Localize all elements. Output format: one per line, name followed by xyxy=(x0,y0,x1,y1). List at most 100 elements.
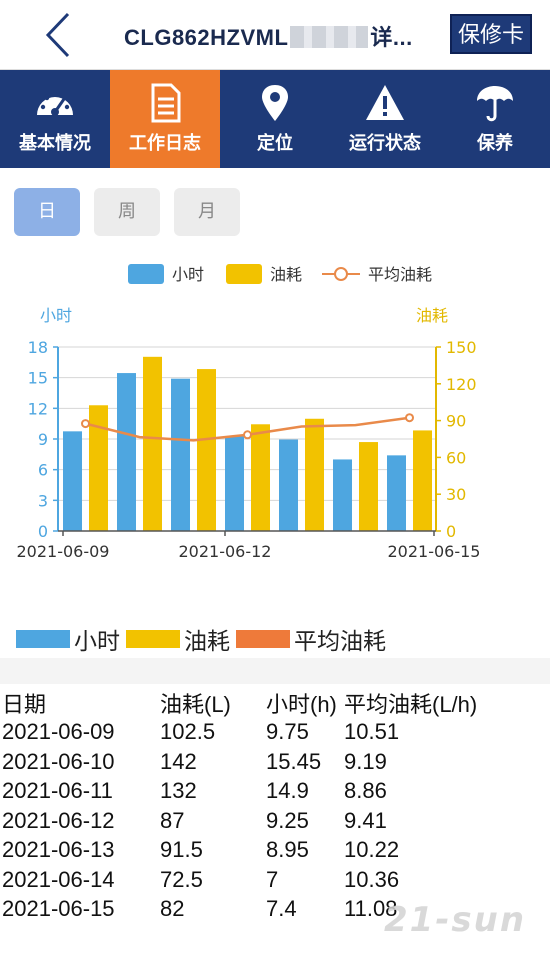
tab-label: 基本情况 xyxy=(19,133,91,154)
page-title: CLG862HZVML 详... xyxy=(124,20,413,52)
divider xyxy=(0,658,550,684)
right-tick-label: 0 xyxy=(446,522,456,541)
hours-bar xyxy=(279,439,298,531)
cell-fuel: 102.5 xyxy=(160,719,216,745)
data-table: 日期 油耗(L) 小时(h) 平均油耗(L/h) 2021-06-09 102.… xyxy=(0,688,550,924)
back-button[interactable] xyxy=(40,10,80,60)
table-row: 2021-06-13 91.5 8.95 10.22 xyxy=(0,836,550,866)
fuel-bar xyxy=(413,430,432,531)
period-week-button[interactable]: 周 xyxy=(94,188,160,236)
cell-avg: 10.36 xyxy=(344,866,400,892)
cell-hours: 8.95 xyxy=(266,837,309,863)
cell-date: 2021-06-09 xyxy=(2,719,115,745)
right-tick-label: 30 xyxy=(446,485,466,504)
dashboard-icon xyxy=(34,83,76,123)
cell-date: 2021-06-15 xyxy=(2,896,115,922)
warning-icon xyxy=(364,83,406,123)
legend-fuel-label: 油耗 xyxy=(270,265,302,284)
right-tick-label: 150 xyxy=(446,338,477,357)
cell-date: 2021-06-14 xyxy=(2,866,115,892)
cell-date: 2021-06-10 xyxy=(2,748,115,774)
cell-hours: 7.4 xyxy=(266,896,297,922)
header-fuel: 油耗(L) xyxy=(160,691,231,717)
hours-bar xyxy=(117,373,136,531)
cell-fuel: 142 xyxy=(160,748,197,774)
tab-label: 保养 xyxy=(477,133,513,154)
chart-axes: 0 3 6 9 12 15 18 0 30 60 90 120 150 2021-06-09 2021-06… xyxy=(17,338,481,561)
table-row: 2021-06-11 132 14.9 8.86 xyxy=(0,777,550,807)
title-suffix: 详... xyxy=(370,25,413,50)
hours-bar xyxy=(387,455,406,531)
chart-bars xyxy=(63,356,432,531)
header-hours: 小时(h) xyxy=(266,691,337,717)
fuel-bar xyxy=(197,369,216,531)
warranty-card-button[interactable]: 保修卡 xyxy=(450,14,532,54)
work-log-chart: 小时 油耗 平均油耗 小时 油耗 0 3 6 9 12 15 18 0 30 60 90 120 150… xyxy=(0,250,550,570)
hours-label: 小时 xyxy=(74,629,120,655)
cell-hours: 14.9 xyxy=(266,778,309,804)
cell-avg: 10.22 xyxy=(344,837,400,863)
table-header-row: 日期 油耗(L) 小时(h) 平均油耗(L/h) xyxy=(0,688,550,718)
hours-bar xyxy=(225,436,244,531)
left-tick-label: 6 xyxy=(38,461,48,480)
left-tick-label: 9 xyxy=(38,430,48,449)
left-tick-label: 3 xyxy=(38,491,48,510)
table-row: 2021-06-09 102.5 9.75 10.51 xyxy=(0,718,550,748)
header-date: 日期 xyxy=(2,691,47,717)
chart-svg: 小时 油耗 平均油耗 小时 油耗 0 3 6 9 12 15 18 0 30 60 90 120 150… xyxy=(17,264,481,561)
period-day-button[interactable]: 日 xyxy=(14,188,80,236)
fuel-bar xyxy=(89,405,108,531)
tab-work-log[interactable]: 工作日志 xyxy=(110,70,220,168)
document-icon xyxy=(144,83,186,123)
period-month-button[interactable]: 月 xyxy=(174,188,240,236)
fuel-bar xyxy=(143,356,162,531)
fuel-label: 油耗 xyxy=(184,629,230,655)
umbrella-icon xyxy=(474,83,516,123)
top-bar: CLG862HZVML 详... 保修卡 xyxy=(0,0,550,70)
cell-date: 2021-06-11 xyxy=(2,778,113,804)
avg-point xyxy=(243,430,252,440)
cell-date: 2021-06-12 xyxy=(2,807,115,833)
left-axis-title: 小时 xyxy=(40,306,72,325)
bottom-legend-avg: 平均油耗 xyxy=(236,622,386,656)
cell-fuel: 87 xyxy=(160,807,185,833)
right-axis-title: 油耗 xyxy=(416,306,448,325)
tab-basic-info[interactable]: 基本情况 xyxy=(0,70,110,168)
avg-point xyxy=(405,413,414,423)
legend-hours-label: 小时 xyxy=(172,265,204,284)
cell-hours: 7 xyxy=(266,866,279,892)
cell-fuel: 82 xyxy=(160,896,185,922)
avg-swatch xyxy=(236,630,290,648)
cell-fuel: 91.5 xyxy=(160,837,203,863)
legend-hours-swatch xyxy=(128,264,164,284)
bottom-legend-fuel: 油耗 xyxy=(126,622,230,656)
fuel-swatch xyxy=(126,630,180,648)
tab-bar: 基本情况 工作日志 定位 运行状态 xyxy=(0,70,550,168)
legend-fuel-swatch xyxy=(226,264,262,284)
right-tick-label: 60 xyxy=(446,448,466,467)
tab-run-status[interactable]: 运行状态 xyxy=(330,70,440,168)
hours-bar xyxy=(333,459,352,531)
fuel-bar xyxy=(305,418,324,531)
hours-swatch xyxy=(16,630,70,648)
avg-label: 平均油耗 xyxy=(294,629,386,655)
period-selector: 日 周 月 xyxy=(14,188,240,236)
left-tick-label: 15 xyxy=(28,369,48,388)
cell-avg: 10.51 xyxy=(344,719,400,745)
bottom-legend: 小时 油耗 平均油耗 xyxy=(16,622,392,656)
cell-hours: 9.75 xyxy=(266,719,309,745)
tab-maintenance[interactable]: 保养 xyxy=(440,70,550,168)
chevron-left-icon xyxy=(45,12,70,58)
x-tick-label: 2021-06-09 xyxy=(17,542,110,561)
tab-location[interactable]: 定位 xyxy=(220,70,330,168)
fuel-bar xyxy=(251,424,270,531)
cell-avg: 8.86 xyxy=(344,778,387,804)
tab-label: 运行状态 xyxy=(349,133,421,154)
table-row: 2021-06-12 87 9.25 9.41 xyxy=(0,806,550,836)
title-text: CLG862HZVML xyxy=(124,25,289,50)
watermark-logo: 21-sun xyxy=(384,900,527,940)
fuel-bar xyxy=(359,442,378,531)
redacted-mask xyxy=(290,26,369,48)
cell-avg: 9.41 xyxy=(344,807,387,833)
tab-label: 定位 xyxy=(257,133,293,154)
